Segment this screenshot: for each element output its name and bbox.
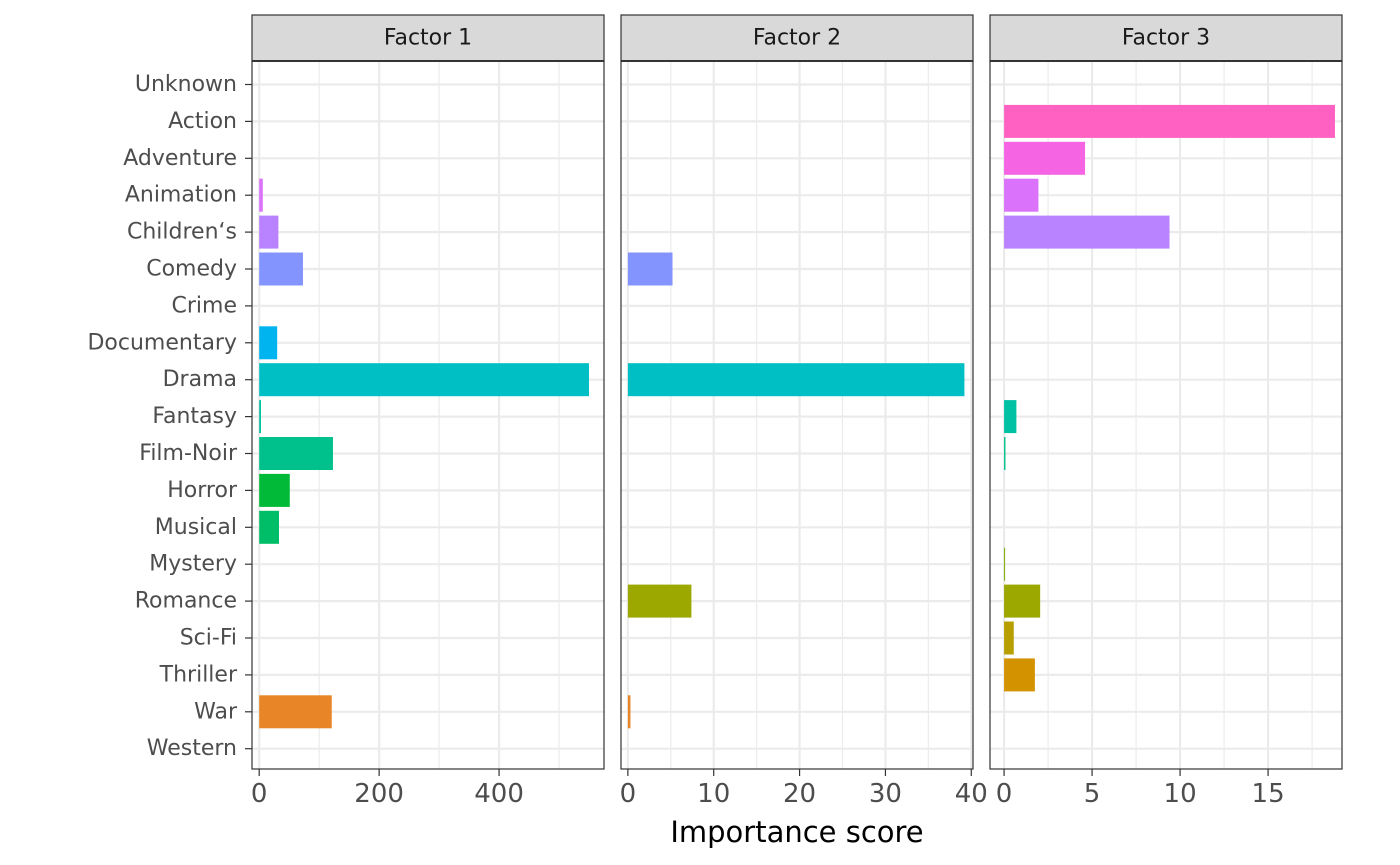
bar-factor-1-drama (259, 363, 590, 397)
facet-strip (620, 14, 974, 62)
facet-strip-label: Factor 1 (384, 26, 472, 51)
facet-strip (251, 14, 605, 62)
facet-factor-3: Factor 3 0 5 10 15 (989, 14, 1343, 809)
y-tick-label-children-s: Children‘s (127, 220, 237, 245)
panel-background (621, 61, 973, 769)
x-tick-label: 20 (783, 779, 816, 809)
bar-factor-3-sci-fi (1004, 621, 1014, 655)
bar-factor-1-fantasy (259, 400, 261, 434)
y-tick-label-fantasy: Fantasy (152, 404, 237, 429)
facet-factor-2: Factor 2 0 10 20 30 40 (620, 14, 988, 809)
y-tick-label-war: War (194, 699, 238, 724)
y-axis-category-labels: Unknown Action Adventure Animation Children‘… (87, 72, 252, 761)
y-tick-label-unknown: Unknown (135, 72, 237, 97)
bar-factor-2-romance (627, 584, 692, 618)
panel-background (252, 61, 604, 769)
x-tick-label: 0 (996, 779, 1013, 809)
x-tick-label: 10 (1164, 779, 1197, 809)
y-tick-label-western: Western (147, 736, 237, 761)
y-tick-label-mystery: Mystery (149, 552, 237, 577)
bar-factor-3-adventure (1004, 141, 1086, 175)
bar-factor-1-documentary (259, 326, 278, 360)
bar-factor-3-thriller (1004, 658, 1035, 692)
y-tick-label-thriller: Thriller (159, 662, 238, 687)
bar-factor-3-fantasy (1004, 400, 1017, 434)
y-tick-label-sci-fi: Sci-Fi (180, 626, 237, 651)
x-axis-title: Importance score (670, 815, 923, 849)
facet-strip-label: Factor 2 (753, 26, 841, 51)
y-tick-label-horror: Horror (167, 478, 238, 503)
facet-strip (989, 14, 1343, 62)
y-tick-label-action: Action (168, 109, 237, 134)
bar-factor-2-comedy (627, 252, 673, 286)
bar-factor-1-musical (259, 510, 279, 544)
x-tick-label: 5 (1084, 779, 1101, 809)
bar-factor-3-romance (1004, 584, 1041, 618)
x-tick-label: 200 (354, 779, 404, 809)
x-tick-label: 15 (1252, 779, 1285, 809)
x-tick-label: 10 (697, 779, 730, 809)
bar-factor-3-children-s (1004, 215, 1170, 249)
y-tick-label-film-noir: Film-Noir (139, 441, 238, 466)
bar-factor-1-children-s (259, 215, 279, 249)
bar-factor-3-film-noir (1004, 437, 1006, 470)
x-tick-label: 30 (869, 779, 902, 809)
facet-factor-1: Factor 1 0 200 400 (251, 14, 605, 809)
y-tick-label-musical: Musical (155, 515, 237, 540)
y-tick-label-adventure: Adventure (123, 146, 237, 171)
bar-factor-3-action (1004, 104, 1335, 138)
x-tick-label: 400 (474, 779, 524, 809)
bar-factor-2-war (627, 695, 631, 729)
bar-factor-3-mystery (1004, 547, 1006, 581)
y-tick-label-documentary: Documentary (87, 330, 237, 355)
y-tick-label-romance: Romance (135, 589, 237, 614)
bar-factor-3-animation (1004, 178, 1039, 212)
bar-factor-2-drama (627, 363, 965, 397)
y-tick-label-crime: Crime (172, 293, 237, 318)
bar-factor-1-animation (259, 178, 263, 212)
x-tick-label: 0 (620, 779, 637, 809)
x-tick-label: 0 (251, 779, 268, 809)
y-tick-label-comedy: Comedy (146, 257, 237, 282)
y-tick-label-drama: Drama (163, 367, 237, 392)
x-tick-label: 40 (955, 779, 988, 809)
bar-factor-1-film-noir (259, 437, 333, 470)
bar-factor-1-comedy (259, 252, 303, 286)
bar-factor-1-war (259, 695, 332, 729)
facet-strip-label: Factor 3 (1122, 26, 1210, 51)
y-tick-label-animation: Animation (125, 183, 237, 208)
bar-factor-1-horror (259, 473, 290, 507)
